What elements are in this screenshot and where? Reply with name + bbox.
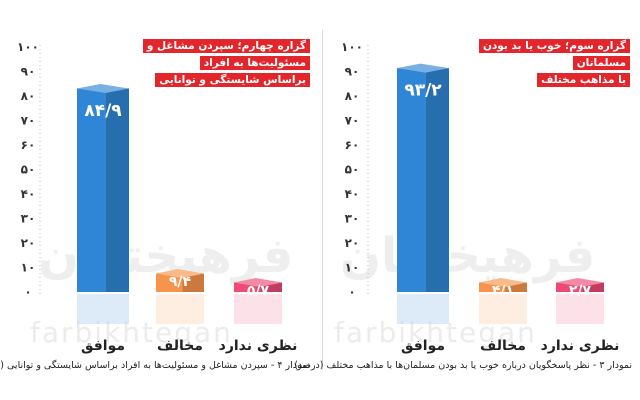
y-tick-label: ۲۰ xyxy=(345,236,360,250)
y-tick-label: ۷۰ xyxy=(345,114,360,128)
y-tick-label: ۱۰۰ xyxy=(17,40,39,54)
panel-divider xyxy=(322,30,323,370)
chart-caption: نمودار ۳ - نظر پاسخگویان درباره خوب یا ب… xyxy=(294,360,632,371)
bar-chart-svg: ۱۰۰۹۰۸۰۷۰۶۰۵۰۴۰۳۰۲۰۱۰۰۸۴/۹موافق۹/۴مخالف۵… xyxy=(17,40,298,354)
bar-reflection xyxy=(479,294,527,324)
y-tick-label: ۱۰ xyxy=(21,261,36,275)
category-label: موافق xyxy=(81,338,125,354)
bar-2: ۹/۴ xyxy=(156,268,204,324)
bar-front-face xyxy=(556,282,583,292)
chart-title-line-2: با مذاهب مختلف xyxy=(537,73,630,87)
bar-side-face xyxy=(425,68,449,292)
chart-caption: نمودار ۴ - سپردن مشاغل و مسئولیت‌ها به ا… xyxy=(0,360,310,371)
chart-title: گزاره چهارم؛ سپردن مشاغل و مسئولیت‌ها به… xyxy=(100,38,310,89)
y-tick-label: ۶۰ xyxy=(21,138,36,152)
y-tick-label: ۴۰ xyxy=(345,187,360,201)
bar-side-face xyxy=(105,88,129,293)
data-label: ۹/۴ xyxy=(169,274,192,290)
y-tick-label: ۲۰ xyxy=(21,236,36,250)
bar-side-face xyxy=(182,273,204,292)
y-tick-label: ۸۰ xyxy=(21,89,36,103)
bar-1: ۸۴/۹ xyxy=(77,83,129,324)
y-tick-label: ۴۰ xyxy=(21,187,36,201)
bar-3: ۵/۷ xyxy=(234,278,282,324)
category-label: مخالف xyxy=(157,338,203,354)
bar-top-face xyxy=(556,278,604,287)
bar-3: ۲/۷ xyxy=(556,278,604,324)
bar-reflection xyxy=(556,294,604,324)
bar-reflection xyxy=(77,294,129,324)
y-tick-label: ۱۰۰ xyxy=(341,40,363,54)
bar-reflection xyxy=(234,294,282,324)
bar-top-face xyxy=(156,268,204,278)
bar-front-face xyxy=(156,273,183,292)
data-label: ۴/۱ xyxy=(492,283,514,299)
chart-panel-right: فرهیختگان farbikhtegan گزاره سوم؛ خوب یا… xyxy=(294,0,640,400)
bar-top-face xyxy=(234,278,282,287)
bar-top-face xyxy=(77,83,129,93)
y-tick-label: ۵۰ xyxy=(345,163,360,177)
data-label: ۵/۷ xyxy=(247,283,270,299)
y-tick-label: ۸۰ xyxy=(345,89,360,103)
y-tick-label: ۶۰ xyxy=(345,138,360,152)
y-tick-label: ۰ xyxy=(348,285,355,299)
bar-chart-svg: ۱۰۰۹۰۸۰۷۰۶۰۵۰۴۰۳۰۲۰۱۰۰۹۳/۲موافق۴/۱مخالف۲… xyxy=(341,40,620,354)
watermark-brand-fa: فرهیختگان xyxy=(340,228,596,284)
data-label: ۹۳/۲ xyxy=(404,81,442,101)
category-label: مخالف xyxy=(480,338,526,354)
category-label: نظری ندارد xyxy=(219,338,298,354)
y-tick-label: ۹۰ xyxy=(21,65,36,79)
bar-2: ۴/۱ xyxy=(479,278,527,324)
bar-top-face xyxy=(397,63,449,73)
bar-side-face xyxy=(260,282,282,292)
y-tick-label: ۵۰ xyxy=(21,163,36,177)
y-tick-label: ۱۰ xyxy=(345,261,360,275)
data-label: ۲/۷ xyxy=(569,283,592,299)
category-label: موافق xyxy=(401,338,445,354)
bar-side-face xyxy=(505,282,527,292)
bar-reflection xyxy=(397,294,449,324)
bar-1: ۹۳/۲ xyxy=(397,63,449,324)
bar-front-face xyxy=(77,88,106,293)
bar-front-face xyxy=(397,68,426,292)
y-tick-label: ۷۰ xyxy=(21,114,36,128)
y-tick-label: ۳۰ xyxy=(345,212,360,226)
bar-front-face xyxy=(234,282,261,292)
category-label: نظری ندارد xyxy=(541,338,620,354)
data-label: ۸۴/۹ xyxy=(84,101,122,121)
chart-title: گزاره سوم؛ خوب یا بد بودن مسلمانان با مذ… xyxy=(460,38,630,89)
bar-reflection xyxy=(156,294,204,324)
y-tick-label: ۳۰ xyxy=(21,212,36,226)
chart-title-line-2: براساس شایستگی و توانایی xyxy=(155,73,310,87)
y-tick-label: ۰ xyxy=(24,285,31,299)
bar-top-face xyxy=(479,278,527,287)
y-tick-label: ۹۰ xyxy=(345,65,360,79)
chart-panel-left: فرهیختگان farbikhtegan گزاره چهارم؛ سپرد… xyxy=(0,38,310,371)
bar-front-face xyxy=(479,282,506,292)
bar-side-face xyxy=(582,282,604,292)
